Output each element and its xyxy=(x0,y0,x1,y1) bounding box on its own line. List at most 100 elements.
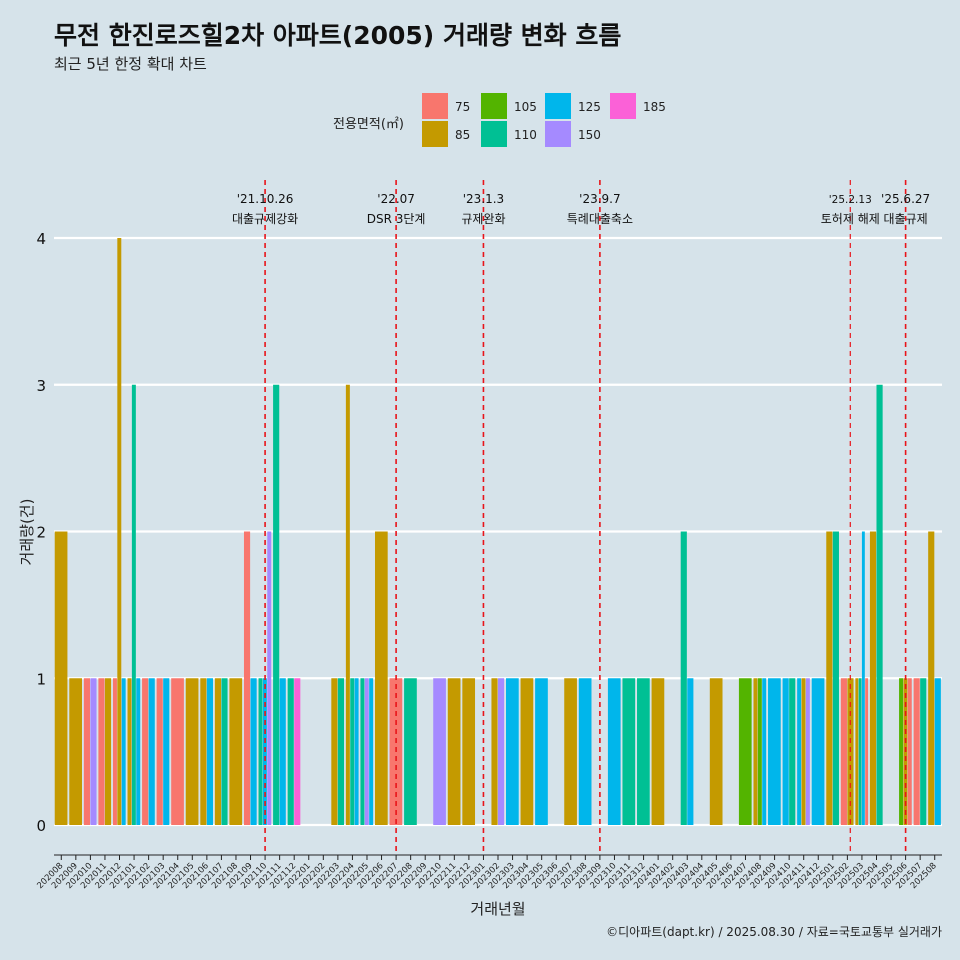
bar-202111-110 xyxy=(273,384,280,825)
event-date: '23.9.7 xyxy=(579,192,620,206)
bar-202312-110 xyxy=(637,678,650,825)
bar-202408-105 xyxy=(757,678,762,825)
bar-202507-75 xyxy=(913,678,920,825)
y-tick-3: 3 xyxy=(36,377,46,395)
event-label: 대출규제 xyxy=(884,212,928,226)
bar-202412-125 xyxy=(811,678,825,825)
legend-swatch-110 xyxy=(481,121,507,147)
bar-202012-85 xyxy=(117,238,122,825)
event-label: 특례대출축소 xyxy=(567,212,633,226)
bar-202205-150 xyxy=(364,678,369,825)
bar-202109-75 xyxy=(243,531,251,825)
legend-label-110: 110 xyxy=(514,128,537,142)
bar-202506-105 xyxy=(899,678,904,825)
bars xyxy=(54,238,941,825)
bar-202507-110 xyxy=(920,678,927,825)
bar-202107-110 xyxy=(221,678,228,825)
bar-202503-75 xyxy=(865,678,869,825)
legend-swatch-125 xyxy=(545,93,571,119)
y-tick-0: 0 xyxy=(36,817,46,835)
bar-202205-110 xyxy=(360,678,365,825)
bar-202501-85 xyxy=(826,531,833,825)
event-label: 토허제 해제 xyxy=(821,212,880,226)
bar-202311-110 xyxy=(622,678,636,825)
bar-202112-110 xyxy=(287,678,294,825)
bar-202411-85 xyxy=(801,678,806,825)
bar-202407-105 xyxy=(738,678,752,825)
bar-202403-125 xyxy=(687,678,694,825)
bar-202410-110 xyxy=(789,678,796,825)
x-axis: 2020082020092020102020112020122021012021… xyxy=(35,854,942,891)
bar-202204-110 xyxy=(350,678,355,825)
y-axis: 0 1 2 3 4 xyxy=(36,230,46,835)
bar-202210-150 xyxy=(433,678,446,825)
bar-202401-85 xyxy=(651,678,665,825)
bar-202102-125 xyxy=(148,678,155,825)
event-markers: '21.10.26 대출규제강화 '22.07 DSR 3단계 '23.1.3 규제완화 '… xyxy=(232,180,930,855)
legend-title: 전용면적(㎡) xyxy=(333,117,404,132)
bar-202508-85 xyxy=(928,531,935,825)
bar-202010-150 xyxy=(90,678,97,825)
y-axis-title: 거래량(건) xyxy=(18,499,36,566)
bar-202106-125 xyxy=(206,678,213,825)
bar-202012-75 xyxy=(112,678,117,825)
bar-202204-85 xyxy=(345,384,350,825)
bar-202107-85 xyxy=(214,678,222,825)
bar-202103-125 xyxy=(163,678,170,825)
bar-202011-75 xyxy=(98,678,105,825)
legend-swatch-150 xyxy=(545,121,571,147)
bar-202112-185 xyxy=(294,678,301,825)
event-label: 대출규제강화 xyxy=(232,212,298,226)
legend-label-85: 85 xyxy=(455,128,470,142)
event-date: '22.07 xyxy=(377,192,415,206)
bar-202303-125 xyxy=(506,678,519,825)
bar-202302-150 xyxy=(498,678,505,825)
bar-202205-125 xyxy=(369,678,374,825)
bar-202503-110 xyxy=(858,678,862,825)
bar-202008-85 xyxy=(54,531,68,825)
event-date: '25.2.13 xyxy=(829,194,872,206)
bar-202101-110 xyxy=(131,384,136,825)
bar-202503-85 xyxy=(855,678,859,825)
bar-202110-110 xyxy=(258,678,263,825)
legend-swatch-75 xyxy=(422,93,448,119)
bar-202104-75 xyxy=(171,678,184,825)
bar-202308-125 xyxy=(578,678,592,825)
bar-202110-150 xyxy=(267,531,272,825)
bar-202101-125 xyxy=(136,678,141,825)
legend-swatch-105 xyxy=(481,93,507,119)
caption: ©디아파트(dapt.kr) / 2025.08.30 / 자료=국토교통부 실… xyxy=(606,925,942,939)
bar-202011-85 xyxy=(104,678,112,825)
bar-202307-85 xyxy=(564,678,577,825)
bar-202305-125 xyxy=(535,678,548,825)
legend-swatch-185 xyxy=(610,93,636,119)
bar-202504-85 xyxy=(869,531,877,825)
bar-202409-125 xyxy=(768,678,781,825)
bar-202410-125 xyxy=(782,678,789,825)
bar-202405-85 xyxy=(709,678,723,825)
bar-202009-85 xyxy=(69,678,82,825)
bar-202408-125 xyxy=(762,678,767,825)
legend-label-75: 75 xyxy=(455,100,470,114)
bar-202109-125 xyxy=(250,678,257,825)
bar-202403-110 xyxy=(680,531,687,825)
bar-202302-85 xyxy=(491,678,498,825)
bar-202411-150 xyxy=(805,678,810,825)
bar-202502-75 xyxy=(840,678,847,825)
bar-202208-110 xyxy=(404,678,417,825)
bar-202108-85 xyxy=(229,678,243,825)
bar-202411-125 xyxy=(797,678,802,825)
bar-202103-75 xyxy=(156,678,163,825)
bar-202206-85 xyxy=(374,531,388,825)
event-label: 규제완화 xyxy=(461,212,505,226)
bar-202111-125 xyxy=(279,678,286,825)
bar-202102-75 xyxy=(142,678,149,825)
bar-202204-125 xyxy=(354,678,359,825)
bar-202212-85 xyxy=(462,678,476,825)
y-tick-4: 4 xyxy=(36,230,46,248)
event-label: DSR 3단계 xyxy=(367,212,426,226)
legend-label-125: 125 xyxy=(578,100,601,114)
y-tick-2: 2 xyxy=(36,524,46,542)
